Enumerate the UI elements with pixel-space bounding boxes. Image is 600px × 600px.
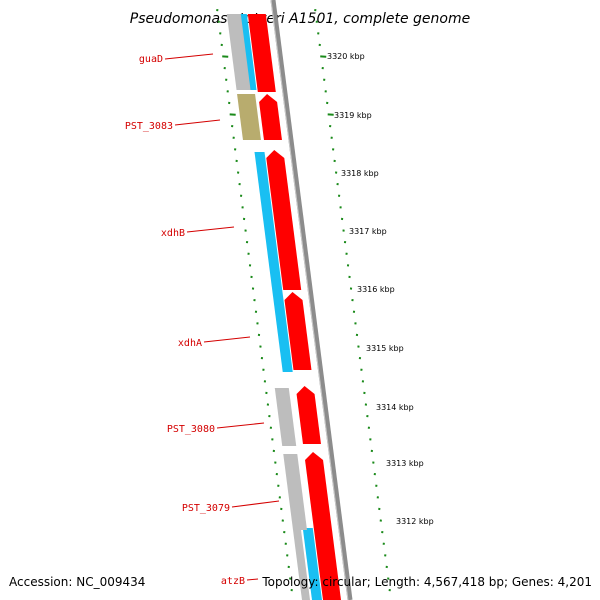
- genome-title: Pseudomonas stutzeri A1501, complete gen…: [130, 11, 470, 27]
- kbp-label: 3312 kbp: [396, 517, 434, 526]
- gene-label-text: atzB: [221, 576, 245, 587]
- cds-arrow: [259, 94, 282, 140]
- inner-tick-ruler: [216, 9, 293, 592]
- genome-summary-text: Topology: circular; Length: 4,567,418 bp…: [261, 575, 592, 589]
- gene-block-gray: [274, 388, 297, 446]
- gene-label-text: PST_3083: [125, 121, 173, 132]
- gene-labels: guaD PST_3083 xdhB xdhA PST_3080 PST_307…: [125, 53, 280, 587]
- gene-block-gray: [283, 454, 308, 530]
- gene-label-xdhb[interactable]: xdhB: [161, 226, 235, 239]
- kbp-label: 3313 kbp: [386, 459, 424, 468]
- gene-label-text: PST_3079: [182, 503, 230, 514]
- gene-label-pst-3079[interactable]: PST_3079: [182, 500, 280, 514]
- gene-block-olive: [237, 94, 261, 140]
- kbp-label: 3317 kbp: [349, 227, 387, 236]
- genome-backbone: [270, 0, 353, 600]
- gene-label-atzb[interactable]: atzB: [221, 576, 259, 587]
- gene-block-cyan: [302, 528, 322, 600]
- cds-arrow: [296, 386, 321, 444]
- cds-arrow: [266, 150, 302, 290]
- gene-label-text: xdhB: [161, 228, 185, 239]
- cds-arrow: [305, 452, 341, 600]
- accession-text: Accession: NC_009434: [9, 575, 145, 589]
- gene-label-text: xdhA: [178, 338, 202, 349]
- kbp-label: 3320 kbp: [327, 52, 365, 61]
- gene-tracks: [226, 14, 341, 600]
- kbp-label: 3314 kbp: [376, 403, 414, 412]
- kbp-label: 3315 kbp: [366, 344, 404, 353]
- gene-label-text: PST_3080: [167, 424, 215, 435]
- gene-label-pst-3083[interactable]: PST_3083: [125, 119, 221, 132]
- kbp-label: 3319 kbp: [334, 111, 372, 120]
- kbp-label: 3318 kbp: [341, 169, 379, 178]
- cds-arrow: [284, 292, 312, 370]
- gene-label-pst-3080[interactable]: PST_3080: [167, 422, 265, 435]
- outer-tick-ruler: [314, 9, 391, 592]
- genome-backbone-highlight: [270, 0, 349, 600]
- gene-label-text: guaD: [139, 54, 163, 65]
- gene-block-gray: [293, 530, 310, 600]
- gene-block-cyan: [254, 152, 293, 372]
- kbp-scale-labels: 3320 kbp 3319 kbp 3318 kbp 3317 kbp 3316…: [327, 52, 434, 526]
- cds-arrow: [247, 14, 276, 92]
- gene-label-guad[interactable]: guaD: [139, 53, 214, 65]
- gene-block-gray: [226, 14, 251, 90]
- gene-label-xdha[interactable]: xdhA: [178, 336, 251, 349]
- kbp-label: 3316 kbp: [357, 285, 395, 294]
